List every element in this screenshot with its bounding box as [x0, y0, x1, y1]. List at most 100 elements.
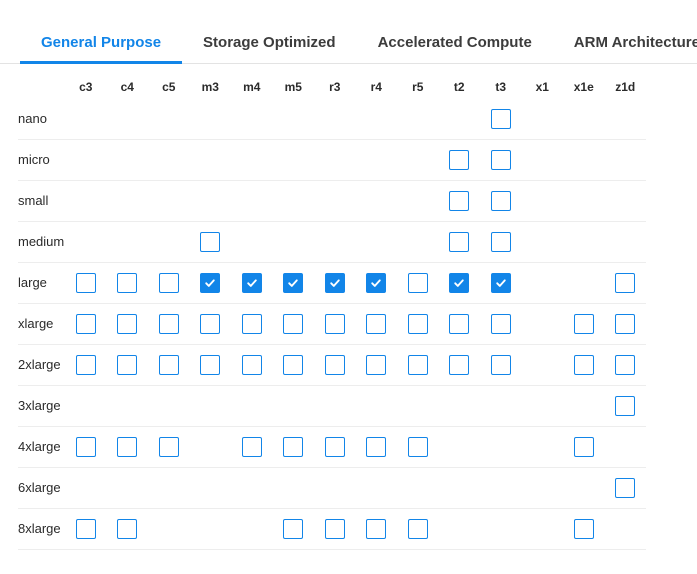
cell-2xlarge-t2: [439, 355, 481, 375]
row-label-cell-micro: micro: [18, 151, 65, 169]
checkbox-large-m3[interactable]: [200, 273, 221, 293]
checkbox-2xlarge-r3[interactable]: [324, 355, 345, 375]
row-label-cell-3xlarge: 3xlarge: [18, 397, 65, 415]
checkbox-2xlarge-c3[interactable]: [75, 355, 96, 375]
checkbox-xlarge-c4[interactable]: [117, 314, 138, 334]
checkbox-2xlarge-t3[interactable]: [490, 355, 511, 375]
checkbox-xlarge-m3[interactable]: [200, 314, 221, 334]
checkbox-2xlarge-t2[interactable]: [449, 355, 470, 375]
checkbox-large-r5[interactable]: [407, 273, 428, 293]
checkbox-large-c3[interactable]: [75, 273, 96, 293]
cell-8xlarge-c3: [65, 519, 107, 539]
checkmark-icon: [496, 279, 506, 287]
checkbox-xlarge-m4[interactable]: [241, 314, 262, 334]
column-header-cell-r5: r5: [397, 80, 439, 94]
checkbox-micro-t2[interactable]: [449, 150, 470, 170]
column-header-r4: r4: [370, 80, 382, 94]
cell-nano-t3: [480, 109, 522, 129]
checkbox-2xlarge-m3[interactable]: [200, 355, 221, 375]
checkbox-large-c4[interactable]: [117, 273, 138, 293]
tab-bar: General Purpose Storage Optimized Accelera…: [20, 28, 697, 64]
checkbox-2xlarge-r5[interactable]: [407, 355, 428, 375]
cell-large-m4: [231, 273, 273, 293]
checkbox-8xlarge-r5[interactable]: [407, 519, 428, 539]
checkbox-4xlarge-c4[interactable]: [117, 437, 138, 457]
cell-medium-t3: [480, 232, 522, 252]
checkbox-4xlarge-m4[interactable]: [241, 437, 262, 457]
checkbox-small-t2[interactable]: [449, 191, 470, 211]
cell-4xlarge-c3: [65, 437, 107, 457]
tab-arm-architecture[interactable]: ARM Architecture: [573, 34, 697, 51]
checkbox-medium-t2[interactable]: [449, 232, 470, 252]
column-header-cell-c4: c4: [107, 80, 149, 94]
checkbox-xlarge-m5[interactable]: [283, 314, 304, 334]
cell-medium-m3: [190, 232, 232, 252]
cell-xlarge-r3: [314, 314, 356, 334]
column-header-c5: c5: [162, 80, 176, 94]
row-label-small: small: [18, 193, 49, 208]
checkbox-small-t3[interactable]: [490, 191, 511, 211]
checkbox-2xlarge-x1e[interactable]: [573, 355, 594, 375]
cell-8xlarge-r4: [356, 519, 398, 539]
checkbox-2xlarge-m4[interactable]: [241, 355, 262, 375]
checkbox-xlarge-t2[interactable]: [449, 314, 470, 334]
checkbox-large-r3[interactable]: [324, 273, 345, 293]
checkbox-large-r4[interactable]: [366, 273, 387, 293]
checkbox-xlarge-r5[interactable]: [407, 314, 428, 334]
checkbox-4xlarge-r4[interactable]: [366, 437, 387, 457]
checkbox-xlarge-c5[interactable]: [158, 314, 179, 334]
checkbox-8xlarge-c4[interactable]: [117, 519, 138, 539]
checkbox-2xlarge-m5[interactable]: [283, 355, 304, 375]
checkbox-2xlarge-r4[interactable]: [366, 355, 387, 375]
checkbox-3xlarge-z1d[interactable]: [615, 396, 636, 416]
column-header-x1e: x1e: [573, 80, 594, 94]
checkbox-xlarge-z1d[interactable]: [615, 314, 636, 334]
cell-4xlarge-r3: [314, 437, 356, 457]
checkbox-2xlarge-z1d[interactable]: [615, 355, 636, 375]
checkbox-micro-t3[interactable]: [490, 150, 511, 170]
checkbox-large-t2[interactable]: [449, 273, 470, 293]
checkbox-2xlarge-c5[interactable]: [158, 355, 179, 375]
tab-general-purpose[interactable]: General Purpose: [20, 28, 183, 64]
checkbox-8xlarge-m5[interactable]: [283, 519, 304, 539]
checkbox-medium-t3[interactable]: [490, 232, 511, 252]
checkbox-large-z1d[interactable]: [615, 273, 636, 293]
checkbox-xlarge-r3[interactable]: [324, 314, 345, 334]
cell-large-c5: [148, 273, 190, 293]
checkbox-8xlarge-r4[interactable]: [366, 519, 387, 539]
column-header-c4: c4: [120, 80, 134, 94]
cell-2xlarge-c5: [148, 355, 190, 375]
cell-xlarge-r5: [397, 314, 439, 334]
column-header-r3: r3: [329, 80, 341, 94]
checkbox-6xlarge-z1d[interactable]: [615, 478, 636, 498]
checkbox-4xlarge-r3[interactable]: [324, 437, 345, 457]
checkbox-4xlarge-c3[interactable]: [75, 437, 96, 457]
checkbox-nano-t3[interactable]: [490, 109, 511, 129]
row-label-cell-nano: nano: [18, 110, 65, 128]
tab-storage-optimized[interactable]: Storage Optimized: [203, 34, 336, 51]
checkbox-8xlarge-c3[interactable]: [75, 519, 96, 539]
tab-accelerated-compute[interactable]: Accelerated Compute: [377, 34, 532, 51]
checkbox-4xlarge-x1e[interactable]: [573, 437, 594, 457]
cell-4xlarge-c4: [107, 437, 149, 457]
checkbox-xlarge-c3[interactable]: [75, 314, 96, 334]
checkbox-large-m5[interactable]: [283, 273, 304, 293]
checkbox-large-m4[interactable]: [241, 273, 262, 293]
checkbox-xlarge-t3[interactable]: [490, 314, 511, 334]
checkbox-large-t3[interactable]: [490, 273, 511, 293]
checkbox-4xlarge-m5[interactable]: [283, 437, 304, 457]
cell-4xlarge-x1e: [563, 437, 605, 457]
checkbox-4xlarge-c5[interactable]: [158, 437, 179, 457]
checkbox-8xlarge-r3[interactable]: [324, 519, 345, 539]
checkbox-8xlarge-x1e[interactable]: [573, 519, 594, 539]
checkbox-xlarge-r4[interactable]: [366, 314, 387, 334]
row-label-cell-4xlarge: 4xlarge: [18, 438, 65, 456]
checkmark-icon: [330, 279, 340, 287]
tab-bar-container: General Purpose Storage Optimized Accelera…: [0, 28, 697, 64]
checkbox-xlarge-x1e[interactable]: [573, 314, 594, 334]
checkbox-medium-m3[interactable]: [200, 232, 221, 252]
checkbox-2xlarge-c4[interactable]: [117, 355, 138, 375]
column-header-c3: c3: [79, 80, 93, 94]
checkbox-large-c5[interactable]: [158, 273, 179, 293]
checkbox-4xlarge-r5[interactable]: [407, 437, 428, 457]
